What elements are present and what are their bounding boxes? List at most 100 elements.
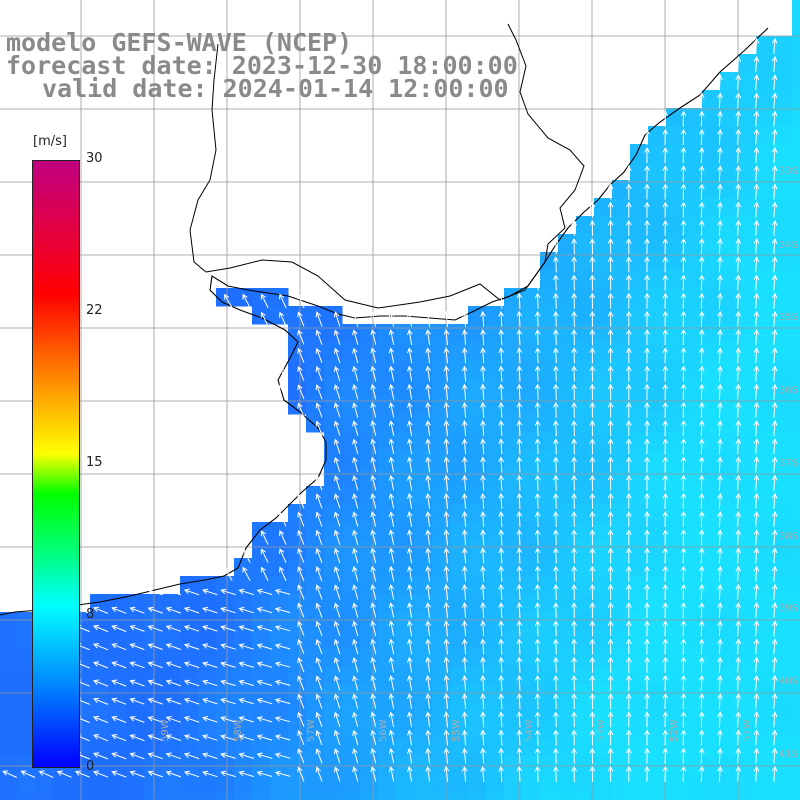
wind-arrow [242,293,251,309]
wind-arrow [297,384,305,400]
wind-cell [576,720,595,739]
wind-cell [648,288,667,307]
wind-cell [702,774,721,793]
wind-cell [396,612,415,631]
wind-cell [288,594,307,613]
wind-arrow [662,547,669,564]
wind-arrow [297,347,305,363]
wind-cell [558,360,577,379]
wind-arrow [644,729,650,746]
wind-cell [792,630,800,649]
wind-arrow [516,711,523,728]
wind-cell [720,342,739,361]
wind-cell [774,468,793,487]
wind-arrow [644,329,650,346]
wind-cell [252,738,271,757]
wind-arrow [443,674,450,691]
wind-cell [396,576,415,595]
wind-arrow [717,638,723,655]
wind-cell [756,594,775,613]
wind-arrow [753,383,760,400]
wind-arrow [370,638,377,655]
wind-arrow [735,765,742,782]
wind-cell [774,720,793,739]
wind-arrow [202,661,218,668]
wind-cell [738,252,757,271]
wind-arrow [534,511,541,528]
wind-arrow [425,420,431,437]
wind-cell [774,342,793,361]
wind-cell [720,720,739,739]
wind-cell [756,324,775,343]
wind-cell [558,234,577,253]
wind-arrow [771,365,778,382]
wind-arrow [589,329,596,346]
wind-cell [180,630,199,649]
wind-arrow [407,638,413,655]
wind-cell [612,648,631,667]
wind-cell [486,774,505,793]
wind-cell [702,378,721,397]
wind-cell [720,630,739,649]
wind-arrow [698,256,705,273]
wind-cell [630,666,649,685]
wind-cell [486,648,505,667]
wind-cell [702,126,721,145]
wind-arrow [607,219,614,236]
wind-arrow [680,765,687,782]
wind-arrow [388,747,395,764]
wind-cell [414,576,433,595]
wind-cell [702,612,721,631]
wind-cell [360,774,379,793]
wind-arrow [698,547,705,564]
wind-cell [324,576,343,595]
wind-cell [612,612,631,631]
wind-cell [324,738,343,757]
wind-cell [666,108,685,127]
wind-arrow [771,656,778,673]
wind-arrow [425,656,431,673]
wind-cell [594,252,613,271]
wind-arrow [425,347,431,364]
wind-arrow [279,311,287,327]
wind-cell [792,198,800,217]
wind-arrow [498,583,505,600]
wind-cell [792,0,800,19]
wind-cell [414,486,433,505]
wind-arrow [571,456,577,473]
wind-arrow [443,638,450,655]
wind-cell [18,720,37,739]
wind-arrow [553,565,559,582]
title-valid-date: valid date: 2024-01-14 12:00:00 [42,74,509,103]
wind-cell [792,432,800,451]
wind-arrow [498,711,505,728]
wind-arrow [753,420,760,437]
wind-cell [108,720,127,739]
wind-cell [414,450,433,469]
wind-arrow [753,238,760,255]
wind-arrow [461,474,468,491]
wind-arrow [256,716,273,723]
wind-arrow [297,693,305,709]
wind-cell [612,504,631,523]
wind-arrow [129,679,145,687]
wind-cell [198,756,217,775]
wind-arrow [352,675,359,691]
wind-arrow [753,602,760,619]
wind-arrow [571,474,577,491]
wind-cell [18,738,37,757]
wind-cell [720,738,739,757]
wind-arrow [698,511,705,528]
wind-cell [450,702,469,721]
wind-cell [360,630,379,649]
wind-arrow [680,420,687,437]
wind-arrow [333,365,341,382]
wind-cell [270,648,289,667]
wind-arrow [165,697,182,705]
wind-cell [774,612,793,631]
wind-arrow [129,625,145,632]
wind-cell [504,432,523,451]
wind-arrow [717,765,723,782]
wind-cell [198,720,217,739]
wind-cell [684,540,703,559]
